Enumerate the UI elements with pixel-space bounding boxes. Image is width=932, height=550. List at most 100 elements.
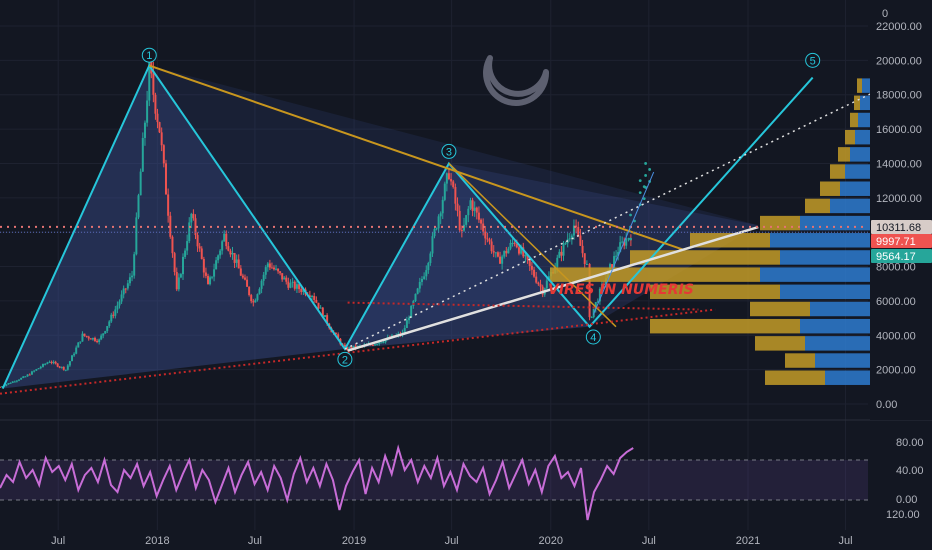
rsi-tick-label: 40.00 [896,465,924,477]
candle-body [260,280,263,289]
candle-body [48,361,51,363]
candle-body [420,278,423,282]
candle-body [289,282,292,288]
candle-body [600,283,603,289]
y-tick-label: 16000.00 [876,124,922,136]
y-tick-label: 14000.00 [876,158,922,170]
candle-body [535,276,538,283]
candle-body [110,314,113,322]
time-axis[interactable]: Jul 2018 Jul 2019 Jul 2020 Jul 2021 Jul [0,530,932,550]
candle-body [54,361,57,364]
candle-body [196,235,199,247]
candle-body [114,309,117,316]
candle-body [317,302,320,309]
projection-dot [644,186,648,189]
price-axis[interactable]: 00.002000.004000.006000.008000.0010000.0… [870,0,932,420]
time-axis-bg [0,530,932,550]
volume-bar-gold [650,284,780,300]
candle-body [37,368,40,370]
projection-dot [629,213,632,217]
candle-body [602,283,605,285]
volume-bar-gold [850,112,858,128]
candle-body [414,293,417,302]
candle-body [298,284,301,290]
x-tick-label: 2021 [736,535,760,547]
candle-body [492,251,495,253]
candle-body [450,179,453,182]
candle-body [5,384,8,386]
wave-label-5: 5 [810,55,816,67]
candle-body [235,259,238,263]
gold-resistance-line [148,64,683,251]
candle-body [484,231,487,239]
candle-body [275,268,278,270]
candle-body [223,233,226,242]
candle-body [623,241,626,246]
candle-body [252,301,255,303]
wave-label-circle [141,47,157,63]
candle-body [39,366,42,369]
candle-body [128,277,131,284]
volume-bar-gold [755,336,805,351]
rsi-tick-label: 120.00 [886,509,920,521]
candle-body [458,210,461,231]
candle-body [300,289,303,292]
candle-body [93,337,96,341]
candle-body [382,342,385,344]
candle-body [354,345,357,348]
blue-channel-line [592,171,655,315]
candle-body [106,326,109,332]
candle-body [46,362,49,364]
candle-body [343,344,346,348]
candle-body [233,252,236,263]
candle-body [246,279,249,287]
candle-body [572,225,575,236]
candle-body [321,307,324,318]
wave-label-1: 1 [146,50,152,62]
candle-body [73,353,76,356]
candle-body [319,307,322,309]
y-tick-label: 6000.00 [876,296,916,308]
candle-body [570,235,573,239]
candle-body [211,276,214,278]
volume-bar-blue [780,250,870,265]
candle-body [431,236,434,254]
candle-body [443,183,446,200]
candle-body [79,341,82,343]
rsi-tick-label: 0.00 [896,494,917,506]
candle-body [148,59,151,101]
candle-body [75,347,78,354]
candle-body [374,344,377,346]
candle-body [352,345,355,349]
volume-bar-gold [650,318,800,334]
candle-body [179,274,182,278]
candle-body [56,363,59,367]
y-tick-label: 18000.00 [876,90,922,102]
candle-body [471,200,474,211]
candle-body [515,243,518,248]
candle-body [89,338,92,340]
candle-body [71,355,74,362]
triangle-fill-1 [2,65,345,389]
candle-body [293,281,296,289]
candle-body [22,376,25,378]
candle-body [423,276,426,279]
projection-dot [644,174,648,177]
candle-body [577,226,580,236]
candle-body [62,366,65,370]
candle-body [429,253,432,264]
candle-body [77,342,80,348]
candle-body [190,213,193,223]
candle-body [522,247,525,257]
candle-body [564,243,567,245]
rsi-axis-bg [870,421,932,531]
candle-body [435,228,438,230]
rsi-axis[interactable]: 0.00 40.00 80.00 120.00 [870,421,932,531]
candle-body [408,317,411,321]
projection-dot [638,179,642,183]
annotation-text: VIRES IN NUMERIS [548,282,694,298]
candle-body [120,294,123,302]
wave-label-circle [337,351,353,367]
volume-bar-blue [855,129,870,145]
